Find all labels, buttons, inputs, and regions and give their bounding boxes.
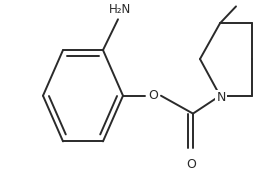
Text: N: N bbox=[216, 91, 226, 104]
Text: O: O bbox=[148, 89, 158, 102]
Text: O: O bbox=[186, 158, 196, 171]
Text: H₂N: H₂N bbox=[109, 3, 131, 16]
